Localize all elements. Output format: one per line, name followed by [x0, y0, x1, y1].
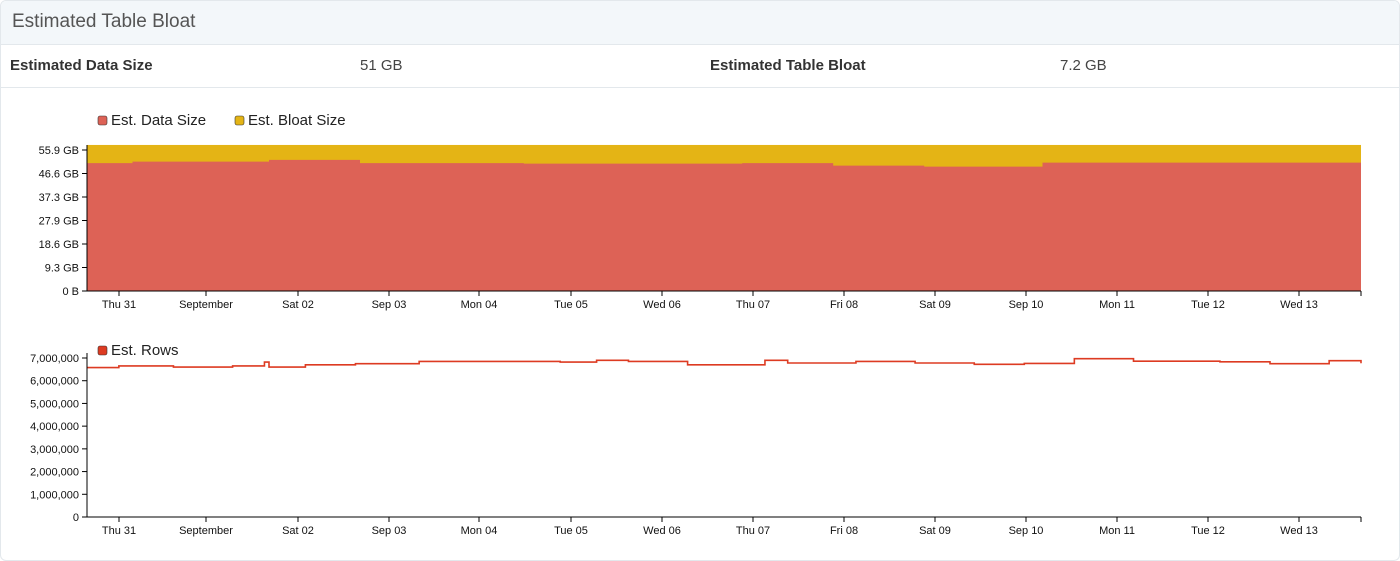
x-tick-label-thu-07: Thu 07: [736, 299, 770, 311]
y-tick-label-0-b: 0 B: [62, 286, 79, 298]
x-tick-label-sat-09: Sat 09: [919, 299, 951, 311]
x-tick-label-sat-02: Sat 02: [282, 525, 314, 537]
table-bloat-value: 7.2 GB: [1060, 57, 1107, 74]
x-tick-label-sep-10: Sep 10: [1009, 525, 1044, 537]
panel-header: Estimated Table Bloat: [1, 1, 1399, 45]
y-tick-label-1-000-000: 1,000,000: [30, 489, 79, 501]
data-size-value: 51 GB: [360, 57, 403, 74]
x-tick-label-tue-12: Tue 12: [1191, 525, 1225, 537]
y-tick-label-18-6-gb: 18.6 GB: [39, 239, 79, 251]
y-tick-label-0: 0: [73, 512, 79, 524]
y-tick-label-5-000-000: 5,000,000: [30, 398, 79, 410]
y-tick-label-2-000-000: 2,000,000: [30, 467, 79, 479]
table-bloat-label: Estimated Table Bloat: [710, 57, 866, 74]
y-tick-label-4-000-000: 4,000,000: [30, 421, 79, 433]
y-tick-label-6-000-000: 6,000,000: [30, 376, 79, 388]
rows-line-chart: Est. Rows 0 1,000,000 2,000,000 3,000,000 4,0…: [30, 342, 1362, 537]
x-tick-label-september: September: [179, 299, 233, 311]
y-tick-label-55-9-gb: 55.9 GB: [39, 145, 79, 157]
legend-label-est-data-size: Est. Data Size: [111, 112, 206, 129]
legend-label-est-rows: Est. Rows: [111, 342, 179, 359]
x-tick-label-thu-31: Thu 31: [102, 299, 136, 311]
x-tick-label-sep-10: Sep 10: [1009, 299, 1044, 311]
x-tick-label-mon-11: Mon 11: [1099, 299, 1135, 311]
x-tick-label-sep-03: Sep 03: [372, 525, 407, 537]
data-size-label: Estimated Data Size: [10, 57, 153, 74]
y-tick-label-7-000-000: 7,000,000: [30, 353, 79, 365]
legend-swatch-est-data-size: [97, 115, 108, 126]
panel-title: Estimated Table Bloat: [12, 11, 196, 32]
y-tick-label-3-000-000: 3,000,000: [30, 444, 79, 456]
x-tick-label-sat-02: Sat 02: [282, 299, 314, 311]
x-tick-label-sat-09: Sat 09: [919, 525, 951, 537]
legend-swatch-est-rows: [97, 345, 108, 356]
x-tick-label-wed-06: Wed 06: [643, 525, 681, 537]
x-tick-label-fri-08: Fri 08: [830, 525, 858, 537]
area-est-data-size: [87, 159, 1361, 291]
legend-swatch-est-bloat-size: [234, 115, 245, 126]
x-tick-label-tue-12: Tue 12: [1191, 299, 1225, 311]
y-tick-label-27-9-gb: 27.9 GB: [39, 216, 79, 228]
x-tick-label-mon-11: Mon 11: [1099, 525, 1135, 537]
x-tick-label-tue-05: Tue 05: [554, 299, 588, 311]
y-tick-label-9-3-gb: 9.3 GB: [45, 263, 79, 275]
x-tick-label-september: September: [179, 525, 233, 537]
size-area-chart: Est. Data Size Est. Bloat Size 0 B 9.3 GB 18…: [39, 112, 1362, 311]
x-tick-label-wed-13: Wed 13: [1280, 525, 1318, 537]
x-tick-label-thu-07: Thu 07: [736, 525, 770, 537]
x-tick-label-wed-06: Wed 06: [643, 299, 681, 311]
x-tick-label-tue-05: Tue 05: [554, 525, 588, 537]
x-tick-label-wed-13: Wed 13: [1280, 299, 1318, 311]
y-tick-label-37-3-gb: 37.3 GB: [39, 192, 79, 204]
x-tick-label-mon-04: Mon 04: [461, 525, 498, 537]
x-tick-label-thu-31: Thu 31: [102, 525, 136, 537]
x-tick-label-mon-04: Mon 04: [461, 299, 498, 311]
x-tick-label-sep-03: Sep 03: [372, 299, 407, 311]
line-est-rows: [87, 357, 1362, 369]
stats-row: Estimated Data Size 51 GB Estimated Tabl…: [1, 45, 1399, 88]
legend-label-est-bloat-size: Est. Bloat Size: [248, 112, 346, 129]
x-tick-label-fri-08: Fri 08: [830, 299, 858, 311]
y-tick-label-46-6-gb: 46.6 GB: [39, 169, 79, 181]
